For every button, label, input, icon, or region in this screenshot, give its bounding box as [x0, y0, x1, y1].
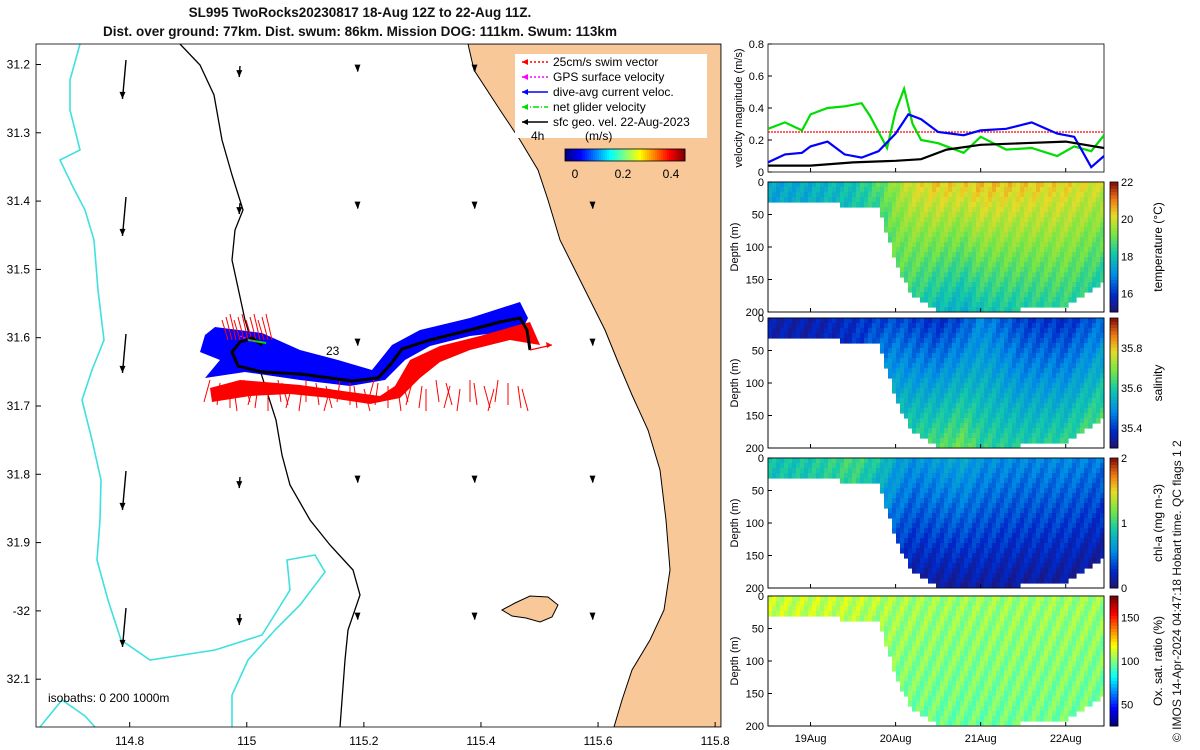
- map-y-tick-label: 31.9: [7, 536, 31, 550]
- sfc-velocity-arrowhead: [354, 201, 361, 209]
- sfc-velocity-arrowhead: [236, 618, 243, 626]
- swim-vector: [473, 382, 478, 406]
- sfc-velocity-arrowhead: [471, 475, 478, 483]
- map-y-tick-label: 31.7: [7, 399, 31, 413]
- sfc-velocity-arrowhead: [471, 201, 478, 209]
- map-x-tick-label: 115.4: [466, 734, 495, 748]
- map-y-tick-label: 31.3: [7, 126, 31, 140]
- sfc-velocity-arrowhead: [119, 365, 126, 373]
- swim-vector: [456, 388, 461, 412]
- sfc-velocity-arrowhead: [119, 228, 126, 236]
- map-y-tick-label: 31.6: [7, 331, 31, 345]
- land-mass: [467, 44, 721, 727]
- map-x-tick-label: 114.8: [115, 734, 144, 748]
- sfc-velocity-arrowhead: [119, 502, 126, 510]
- map-y-tick-label: 31.4: [7, 194, 31, 208]
- latest-swim-arrowhead: [546, 342, 552, 348]
- swim-vector: [483, 385, 491, 409]
- map-x-tick-label: 115.2: [349, 734, 378, 748]
- sfc-velocity-arrowhead: [354, 475, 361, 483]
- swim-vector: [203, 379, 211, 403]
- map-y-tick-label: 31.8: [7, 467, 31, 481]
- sfc-velocity-arrowhead: [236, 481, 243, 489]
- swim-vector: [443, 385, 451, 409]
- legend-label: GPS surface velocity: [553, 70, 664, 84]
- sfc-velocity-arrowhead: [589, 338, 596, 346]
- sfc-velocity-arrowhead: [119, 91, 126, 99]
- sfc-velocity-arrowhead: [354, 64, 361, 72]
- colorbar-tick-label: 0.2: [615, 167, 632, 181]
- sfc-velocity-arrowhead: [471, 612, 478, 620]
- sfc-velocity-arrowhead: [589, 475, 596, 483]
- legend-label: dive-avg current veloc.: [553, 85, 674, 99]
- scale-label: 4h: [531, 129, 544, 143]
- sfc-velocity-arrowhead: [236, 70, 243, 78]
- map-y-tick-label: 31.2: [7, 57, 31, 71]
- swim-vector: [494, 379, 499, 403]
- swim-vector: [521, 388, 529, 412]
- sfc-velocity-arrowhead: [354, 338, 361, 346]
- legend-label: sfc geo. vel. 22-Aug-2023: [553, 115, 690, 129]
- swim-vector: [487, 388, 495, 412]
- map-y-tick-label: -32: [13, 604, 31, 618]
- map-x-tick-label: 115.8: [701, 734, 730, 748]
- swim-vector: [418, 385, 423, 409]
- sfc-velocity-arrowhead: [354, 612, 361, 620]
- isobath-label: isobaths: 0 200 1000m: [48, 691, 169, 705]
- swim-vector: [445, 382, 453, 406]
- map-y-tick-label: 32.1: [7, 672, 31, 686]
- island: [500, 595, 559, 623]
- colorbar-unit: (m/s): [585, 129, 612, 143]
- swim-vector: [435, 379, 440, 403]
- map-y-tick-label: 31.5: [7, 262, 31, 276]
- map-x-tick-label: 115: [237, 734, 256, 748]
- swim-vector: [517, 385, 522, 409]
- map-x-tick-label: 115.6: [583, 734, 612, 748]
- sfc-velocity-arrowhead: [589, 612, 596, 620]
- colorbar-tick-label: 0: [572, 167, 579, 181]
- legend-label: net glider velocity: [553, 100, 646, 114]
- day-label: 23: [326, 344, 340, 358]
- colorbar-tick-label: 0.4: [663, 167, 680, 181]
- legend-label: 25cm/s swim vector: [553, 55, 658, 69]
